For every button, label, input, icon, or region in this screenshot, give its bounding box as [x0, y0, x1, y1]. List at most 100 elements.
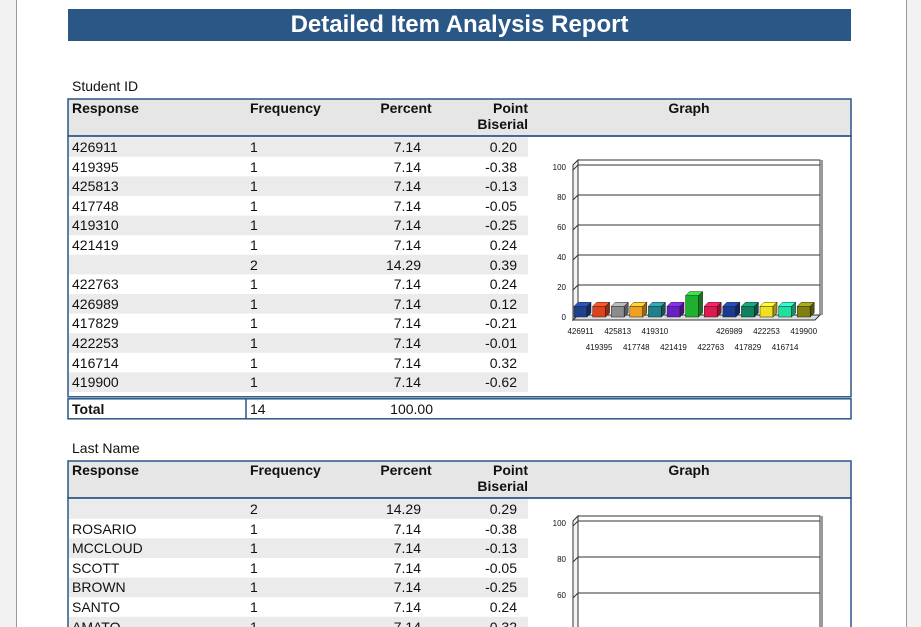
- percent: 7.14: [393, 374, 421, 391]
- row-band: [69, 499, 528, 519]
- percent: 14.29: [385, 256, 421, 273]
- y-tick-label: 80: [557, 192, 566, 202]
- response: SCOTT: [72, 559, 120, 576]
- column-header: Frequency: [250, 100, 321, 116]
- bar: [666, 306, 681, 318]
- point-biserial: -0.38: [485, 520, 517, 537]
- grid-line: [572, 592, 820, 599]
- grid-line: [572, 556, 820, 563]
- percent: 7.14: [393, 276, 421, 293]
- point-biserial: -0.05: [485, 197, 517, 214]
- title-bar: [68, 9, 851, 41]
- row-band: [69, 137, 528, 157]
- column-header: Point Biserial: [477, 462, 528, 494]
- frequency: 1: [250, 579, 258, 596]
- response: 426911: [72, 139, 118, 155]
- percent: 7.14: [393, 335, 421, 351]
- percent: 7.14: [393, 559, 421, 576]
- response: 425813: [72, 178, 119, 195]
- bar-side: [623, 301, 629, 318]
- response: 419900: [72, 374, 119, 391]
- grid-line: [572, 520, 820, 527]
- plot-back-wall: [577, 159, 821, 316]
- section-label: Student ID: [72, 78, 139, 94]
- frequency: 1: [250, 237, 258, 253]
- total-percent: 100.00: [390, 400, 433, 417]
- total-label: Total: [72, 400, 105, 417]
- bar-side: [698, 290, 703, 318]
- grid-line: [572, 224, 820, 231]
- percent: 7.14: [393, 579, 421, 596]
- response: 417829: [72, 315, 119, 332]
- x-tick-label: 421419: [660, 343, 687, 352]
- y-tick-label: 60: [557, 590, 566, 600]
- point-biserial: -0.05: [485, 559, 517, 576]
- bar: [741, 306, 755, 318]
- response: MCCLOUD: [72, 540, 143, 557]
- bar: [722, 306, 737, 318]
- frequency: 1: [250, 354, 258, 371]
- row-band: [69, 577, 528, 598]
- frequency: 1: [250, 217, 258, 234]
- bar-side: [716, 301, 722, 318]
- right-margin: [907, 0, 921, 627]
- percent: 7.14: [393, 295, 421, 312]
- bar-side: [661, 301, 666, 318]
- response: 416714: [72, 354, 119, 371]
- bar: [796, 306, 811, 318]
- row-band: [69, 372, 528, 392]
- column-header: Graph: [668, 100, 710, 116]
- frequency: 1: [250, 315, 258, 332]
- bar: [648, 306, 662, 318]
- column-header: Percent: [380, 100, 432, 116]
- column-header: Response: [72, 462, 139, 478]
- bar-side: [679, 301, 685, 318]
- column-header: Percent: [380, 462, 432, 478]
- point-biserial: -0.62: [485, 374, 517, 391]
- point-biserial: 0.39: [489, 256, 517, 273]
- percent: 7.14: [393, 540, 421, 557]
- bar: [592, 306, 606, 318]
- x-tick-label: 417748: [622, 343, 650, 352]
- bar-side: [642, 301, 648, 318]
- point-biserial: -0.38: [485, 158, 517, 175]
- response: BROWN: [72, 579, 126, 596]
- y-tick-label: 0: [561, 312, 566, 322]
- bar-side: [791, 301, 796, 318]
- point-biserial: 0.24: [489, 237, 517, 253]
- percent: 7.14: [393, 178, 421, 195]
- grid-line: [572, 284, 820, 291]
- x-tick-label: 419310: [641, 327, 669, 336]
- response: 421419: [72, 237, 119, 253]
- response: 422763: [72, 276, 119, 293]
- bar-side: [772, 301, 778, 318]
- table-body: [67, 497, 852, 627]
- row-band: [69, 176, 528, 196]
- left-margin: [0, 0, 16, 627]
- percent: 14.29: [385, 501, 421, 517]
- total-frequency: 14: [250, 400, 266, 417]
- bar-side: [754, 301, 759, 318]
- x-tick-label: 419395: [585, 343, 613, 352]
- percent: 7.14: [393, 520, 421, 537]
- point-biserial: 0.20: [489, 139, 517, 155]
- y-tick-label: 40: [557, 252, 566, 262]
- row-band: [69, 333, 528, 353]
- frequency: 1: [250, 520, 258, 537]
- x-tick-label: 416714: [771, 343, 799, 352]
- percent: 7.14: [393, 618, 421, 627]
- point-biserial: -0.25: [485, 217, 517, 234]
- y-tick-label: 100: [552, 518, 566, 528]
- row-band: [69, 616, 528, 627]
- bar-side: [605, 301, 610, 318]
- response: 417748: [72, 197, 119, 214]
- report-title: Detailed Item Analysis Report: [290, 11, 629, 38]
- column-header: Frequency: [250, 462, 321, 478]
- x-tick-label: 426911: [567, 327, 594, 336]
- bar-side: [735, 301, 741, 318]
- bar: [759, 306, 774, 318]
- section-label: Last Name: [72, 440, 140, 456]
- frequency: 1: [250, 540, 258, 557]
